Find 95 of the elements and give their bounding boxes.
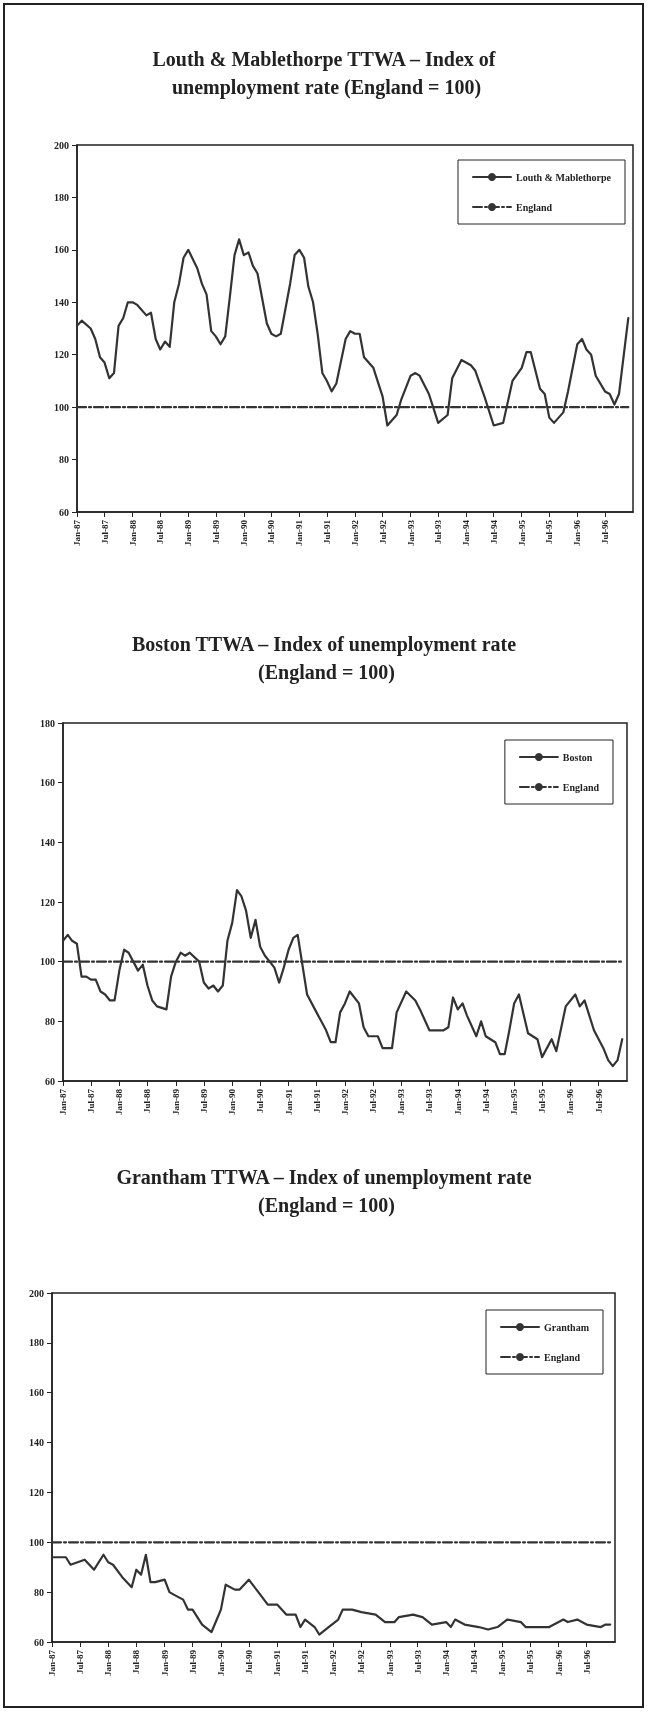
- x-tick-label: Jan-88: [103, 1649, 114, 1677]
- x-tick-label: Jul-95: [537, 1088, 548, 1114]
- x-tick-label: Jul-87: [85, 1088, 96, 1114]
- x-tick-label: Jul-89: [198, 1088, 209, 1114]
- x-tick-label: Jul-94: [480, 1088, 491, 1114]
- x-tick-label: Jan-95: [509, 1088, 520, 1116]
- y-tick-label: 180: [29, 1337, 44, 1349]
- x-tick-label: Jan-96: [572, 519, 583, 547]
- line-series: [75, 238, 630, 427]
- x-tick-label: Jan-94: [441, 1649, 452, 1677]
- x-tick-label: Jul-90: [255, 1088, 266, 1114]
- x-tick-label: Jan-95: [516, 519, 527, 547]
- x-tick-label: Jan-88: [127, 519, 138, 547]
- x-tick-label: Jul-93: [424, 1088, 435, 1114]
- y-tick-label: 100: [40, 956, 55, 968]
- x-tick-label: Jan-92: [328, 1649, 339, 1677]
- y-tick-label: 60: [45, 1075, 55, 1087]
- x-tick-label: Jan-89: [170, 1088, 181, 1116]
- x-tick-label: Jul-91: [311, 1088, 322, 1114]
- x-tick-label: Jul-94: [488, 519, 499, 545]
- legend-label: Grantham: [544, 1321, 590, 1333]
- x-tick-label: Jan-94: [452, 1088, 463, 1116]
- chart-title: Grantham TTWA – Index of unemployment rate (England = 100): [116, 1166, 537, 1217]
- x-tick-label: Jul-96: [599, 519, 610, 545]
- x-tick-label: Jul-88: [131, 1649, 142, 1675]
- x-tick-label: Jul-93: [433, 519, 444, 545]
- y-tick-label: 140: [54, 296, 69, 308]
- x-tick-label: Jul-89: [210, 519, 221, 545]
- x-tick-label: Jan-91: [272, 1649, 283, 1677]
- x-tick-label: Jan-92: [349, 519, 360, 547]
- x-tick-label: Jul-95: [525, 1649, 536, 1675]
- x-tick-label: Jan-87: [47, 1649, 57, 1677]
- x-tick-label: Jan-89: [183, 519, 194, 547]
- chart-title: Boston TTWA – Index of unemployment rate (England = 100): [131, 633, 522, 684]
- y-tick-label: 60: [59, 506, 69, 518]
- x-tick-label: Jul-89: [187, 1649, 198, 1675]
- x-tick-label: Jan-93: [396, 1088, 407, 1116]
- y-tick-label: 160: [29, 1387, 44, 1399]
- x-tick-label: Jul-88: [155, 519, 166, 545]
- x-tick-label: Jan-87: [58, 1088, 68, 1116]
- x-tick-label: Jul-87: [74, 1649, 85, 1675]
- x-tick-label: Jul-91: [321, 519, 332, 545]
- x-tick-label: Jan-93: [384, 1649, 395, 1677]
- x-tick-label: Jul-95: [544, 519, 555, 545]
- y-tick-label: 140: [29, 1437, 44, 1449]
- x-tick-label: Jan-90: [215, 1649, 226, 1677]
- x-tick-label: Jan-92: [339, 1088, 350, 1116]
- y-tick-label: 200: [54, 139, 69, 151]
- legend-label: England: [544, 1351, 581, 1363]
- x-tick-label: Jan-95: [497, 1649, 508, 1677]
- x-tick-label: Jan-93: [405, 519, 416, 547]
- x-tick-label: Jan-90: [227, 1088, 238, 1116]
- y-tick-label: 160: [54, 244, 69, 256]
- x-tick-label: Jul-94: [468, 1649, 479, 1675]
- line-series: [61, 888, 624, 1068]
- x-tick-label: Jul-92: [368, 1088, 379, 1114]
- y-tick-label: 200: [29, 1287, 44, 1299]
- y-tick-label: 180: [40, 717, 55, 729]
- x-tick-label: Jul-92: [377, 519, 388, 545]
- x-tick-label: Jan-91: [283, 1088, 294, 1116]
- x-tick-label: Jan-96: [553, 1649, 564, 1677]
- y-tick-label: 180: [54, 191, 69, 203]
- x-tick-label: Jul-90: [243, 1649, 254, 1675]
- x-tick-label: Jan-87: [72, 519, 82, 547]
- x-tick-label: Jan-91: [294, 519, 305, 547]
- x-tick-label: Jul-96: [593, 1088, 604, 1114]
- legend-label: Boston: [562, 751, 593, 763]
- y-tick-label: 80: [34, 1586, 44, 1598]
- line-series: [50, 1553, 612, 1636]
- x-tick-label: Jan-88: [114, 1088, 125, 1116]
- y-tick-label: 120: [40, 896, 55, 908]
- y-tick-label: 160: [40, 777, 55, 789]
- x-tick-label: Jan-90: [238, 519, 249, 547]
- y-tick-label: 120: [54, 349, 69, 361]
- x-tick-label: Jan-94: [461, 519, 472, 547]
- y-tick-label: 120: [29, 1486, 44, 1498]
- x-tick-label: Jan-96: [565, 1088, 576, 1116]
- x-tick-label: Jan-89: [159, 1649, 170, 1677]
- y-tick-label: 60: [34, 1636, 44, 1648]
- x-tick-label: Jul-93: [412, 1649, 423, 1675]
- x-tick-label: Jul-91: [300, 1649, 311, 1675]
- x-tick-label: Jul-96: [581, 1649, 592, 1675]
- x-tick-label: Jul-87: [99, 519, 110, 545]
- chart-title: Louth & Mablethorpe TTWA – Index of unemployment rate (England = 100): [152, 48, 501, 99]
- legend-label: England: [562, 781, 600, 793]
- x-tick-label: Jul-90: [266, 519, 277, 545]
- y-tick-label: 100: [29, 1536, 44, 1548]
- x-tick-label: Jul-92: [356, 1649, 367, 1675]
- y-tick-label: 80: [59, 454, 69, 466]
- x-tick-label: Jul-88: [142, 1088, 153, 1114]
- y-tick-label: 100: [54, 401, 69, 413]
- y-tick-label: 140: [40, 836, 55, 848]
- legend-label: Louth & Mablethorpe: [516, 171, 612, 183]
- y-tick-label: 80: [45, 1015, 55, 1027]
- legend-label: England: [516, 201, 553, 213]
